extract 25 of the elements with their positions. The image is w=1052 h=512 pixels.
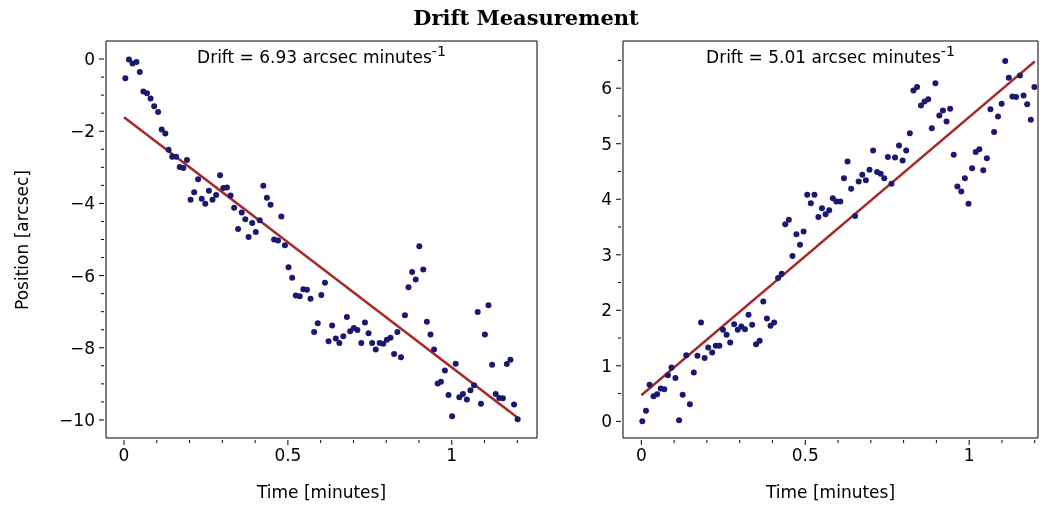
x-tick-label: 0 — [118, 445, 130, 465]
y-tick-label: 4 — [601, 189, 612, 210]
x-axis-title: Time [minutes] — [764, 482, 897, 502]
y-tick-label: 6 — [601, 78, 612, 99]
y-tick-label: 5 — [601, 133, 612, 154]
x-tick-label: 0 — [635, 445, 647, 465]
y-tick-label: −10 — [59, 409, 95, 430]
y-axis-title: Position [arcsec] — [12, 169, 32, 310]
x-tick-label: 1 — [446, 445, 458, 465]
annotation: Drift = 6.93 arcsec minutes$^{-1}$ — [196, 43, 447, 67]
y-tick-label: −6 — [69, 265, 95, 286]
y-tick-label: 2 — [601, 300, 612, 321]
x-tick-label: 1 — [963, 445, 975, 465]
y-tick-label: −2 — [69, 121, 95, 142]
y-tick-label: −8 — [69, 337, 95, 358]
y-tick-label: 0 — [601, 411, 612, 432]
y-tick-label: 0 — [84, 49, 95, 70]
annotation: Drift = 5.01 arcsec minutes$^{-1}$ — [705, 43, 956, 67]
y-tick-label: 3 — [601, 244, 612, 265]
chart-title: Drift Measurement — [412, 5, 640, 30]
x-tick-label: 0.5 — [274, 445, 302, 465]
x-axis-title: Time [minutes] — [255, 482, 388, 502]
y-tick-label: −4 — [69, 193, 95, 214]
x-tick-label: 0.5 — [791, 445, 819, 465]
y-tick-label: 1 — [601, 355, 612, 376]
